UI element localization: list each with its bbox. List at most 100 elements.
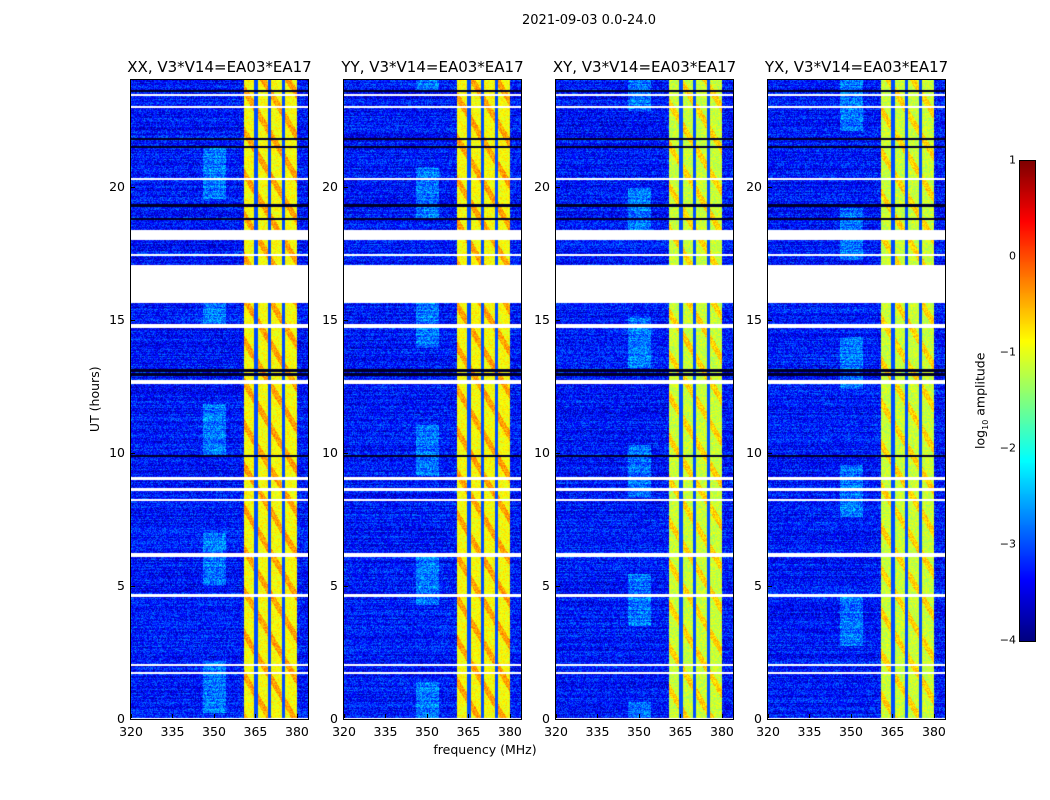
x-tick-label: 365 — [668, 724, 693, 739]
y-tick — [768, 186, 772, 188]
x-tick-label: 335 — [160, 724, 185, 739]
x-tick-label: 380 — [498, 724, 522, 739]
y-tick — [344, 186, 348, 188]
x-tick — [213, 714, 215, 718]
y-tick-label: 20 — [109, 178, 125, 194]
y-tick-label: 5 — [117, 577, 125, 593]
y-tick — [768, 319, 772, 321]
y-tick — [131, 186, 135, 188]
x-tick — [468, 714, 470, 718]
spectrogram-panel-0: XX, V3*V14=EA03*EA17 320 335 350 365 380 0 5 10… — [109, 60, 312, 738]
x-tick — [296, 714, 298, 718]
colorbar-tick-label: 1 — [1009, 153, 1016, 167]
y-axis-label: UT (hours) — [86, 366, 102, 433]
spectrogram-panel-3: YX, V3*V14=EA03*EA17 320 335 350 365 380 0 5 10… — [746, 60, 948, 738]
y-tick-label: 0 — [117, 710, 125, 726]
heatmap-image — [344, 80, 521, 719]
y-tick-label: 0 — [754, 710, 762, 726]
panel-title: YY, V3*V14=EA03*EA17 — [341, 58, 524, 76]
y-tick — [556, 585, 560, 587]
x-tick-label: 365 — [456, 724, 481, 739]
y-tick — [344, 719, 348, 720]
heatmap-image — [768, 80, 945, 719]
spectrogram-panel-1: YY, V3*V14=EA03*EA17 320 335 350 365 380 0 5 10… — [322, 60, 524, 738]
x-tick-label: 335 — [797, 724, 822, 739]
y-tick-label: 20 — [322, 178, 338, 194]
colorbar-label: log10 amplitude — [972, 341, 990, 461]
x-tick — [933, 714, 935, 718]
colorbar-tick-label: −3 — [999, 537, 1016, 551]
x-tick-label: 350 — [202, 724, 226, 739]
y-tick — [556, 719, 560, 720]
y-tick — [131, 452, 135, 454]
colorbar-label-prefix: log — [972, 429, 988, 449]
y-tick — [768, 585, 772, 587]
axes-frame — [343, 79, 522, 720]
x-tick-label: 320 — [332, 724, 356, 739]
heatmap-image — [556, 80, 733, 719]
y-tick — [131, 585, 135, 587]
colorbar-tick-label: −1 — [999, 345, 1016, 359]
x-tick — [509, 714, 511, 718]
colorbar-tick-label: −4 — [999, 633, 1016, 647]
x-tick — [344, 714, 345, 718]
colorbar-label-subscript: 10 — [980, 419, 990, 430]
spectrogram-panel-2: XY, V3*V14=EA03*EA17 320 335 350 365 380 0 5 10… — [534, 60, 736, 738]
y-tick — [768, 452, 772, 454]
y-tick — [556, 452, 560, 454]
x-tick-label: 380 — [922, 724, 946, 739]
x-tick — [638, 714, 640, 718]
y-tick-label: 10 — [534, 444, 550, 460]
y-tick — [131, 719, 135, 720]
x-tick — [680, 714, 682, 718]
x-tick-label: 365 — [243, 724, 268, 739]
x-tick — [556, 714, 557, 718]
y-tick — [344, 319, 348, 321]
panel-title: XX, V3*V14=EA03*EA17 — [127, 58, 312, 76]
x-tick-label: 320 — [756, 724, 780, 739]
x-tick — [131, 714, 132, 718]
x-tick — [172, 714, 174, 718]
x-tick-label: 350 — [415, 724, 439, 739]
y-tick-label: 20 — [746, 178, 762, 194]
y-tick — [344, 585, 348, 587]
y-tick — [344, 452, 348, 454]
y-tick-label: 10 — [322, 444, 338, 460]
x-tick-label: 365 — [880, 724, 905, 739]
x-tick — [385, 714, 387, 718]
panel-title: YX, V3*V14=EA03*EA17 — [764, 58, 949, 76]
axes-frame — [130, 79, 309, 720]
x-tick — [892, 714, 894, 718]
y-tick-label: 15 — [109, 311, 125, 327]
x-tick — [809, 714, 811, 718]
y-tick-label: 20 — [534, 178, 550, 194]
y-tick-label: 0 — [542, 710, 550, 726]
x-tick-label: 350 — [627, 724, 651, 739]
x-tick — [768, 714, 769, 718]
y-tick — [768, 719, 772, 720]
x-tick-label: 380 — [285, 724, 309, 739]
y-tick-label: 15 — [746, 311, 762, 327]
x-tick-label: 335 — [585, 724, 610, 739]
heatmap-image — [131, 80, 308, 719]
figure-title: 2021-09-03 0.0-24.0 — [522, 13, 656, 28]
colorbar-tick-label: 0 — [1009, 249, 1016, 263]
x-tick-label: 335 — [373, 724, 398, 739]
axes-frame — [767, 79, 946, 720]
x-tick-label: 350 — [839, 724, 863, 739]
x-tick — [721, 714, 723, 718]
y-tick — [556, 319, 560, 321]
y-tick-label: 5 — [754, 577, 762, 593]
x-tick-label: 320 — [119, 724, 143, 739]
x-tick-label: 380 — [710, 724, 734, 739]
axes-frame — [555, 79, 734, 720]
x-tick — [255, 714, 257, 718]
y-tick-label: 15 — [322, 311, 338, 327]
y-tick-label: 0 — [330, 710, 338, 726]
colorbar — [1019, 160, 1036, 642]
y-tick — [556, 186, 560, 188]
x-tick — [597, 714, 599, 718]
y-tick-label: 5 — [542, 577, 550, 593]
y-tick-label: 15 — [534, 311, 550, 327]
